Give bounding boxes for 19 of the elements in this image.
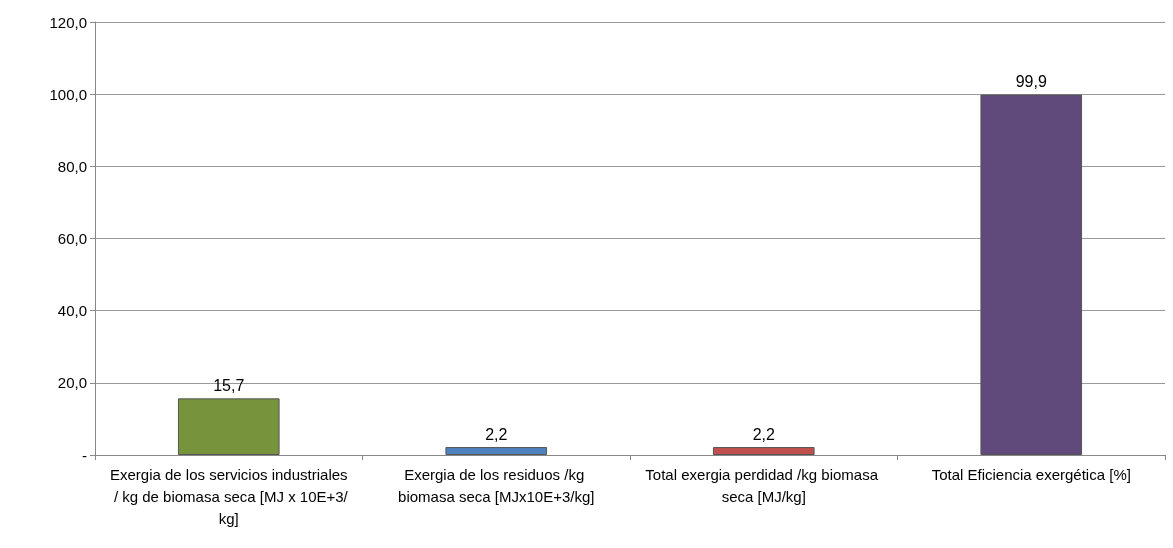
x-tick-label: Exergia de los residuos /kg biomasa seca [MJx10E+3/kg] <box>398 465 595 505</box>
y-tick-label: - <box>82 446 87 464</box>
y-tick-label: 100,0 <box>49 85 87 103</box>
bar <box>445 447 548 455</box>
data-label: 2,2 <box>485 425 508 443</box>
y-tick-label: 40,0 <box>57 302 87 320</box>
x-tick-label: Total Eficiencia exergética [%] <box>931 465 1131 483</box>
y-tick-label: 20,0 <box>57 374 87 392</box>
y-tick-label: 120,0 <box>49 13 87 31</box>
data-label: 15,7 <box>213 376 245 394</box>
x-tick-label: Exergia de los servicios industriales / kg de biomasa seca [MJ x 10E+3/kg] <box>109 465 349 527</box>
data-label: 2,2 <box>752 425 775 443</box>
y-tick-label: 60,0 <box>57 230 87 247</box>
bar <box>177 398 280 455</box>
bar <box>980 94 1083 455</box>
bar <box>712 447 815 455</box>
data-label: 99,9 <box>1015 73 1047 91</box>
x-tick-label: Total exergia perdidad /kg biomasa seca [MJ/kg] <box>645 465 883 505</box>
y-tick-label: 80,0 <box>57 157 87 175</box>
